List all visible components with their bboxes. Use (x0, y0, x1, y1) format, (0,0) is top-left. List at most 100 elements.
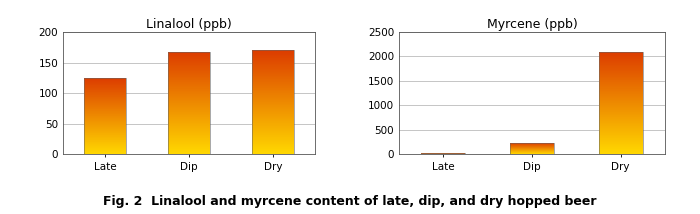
Bar (598, 123, 643, 124)
Bar (84, 133, 126, 134)
Bar (84, 125, 126, 126)
Bar (598, 136, 643, 137)
Bar (598, 143, 643, 144)
Bar (252, 62, 294, 63)
Bar (84, 123, 126, 124)
Bar (252, 150, 294, 151)
Title: Myrcene (ppb): Myrcene (ppb) (486, 18, 578, 31)
Bar (598, 135, 643, 136)
Bar (598, 101, 643, 102)
Bar (252, 106, 294, 107)
Bar (84, 93, 126, 94)
Bar (168, 126, 210, 127)
Bar (598, 102, 643, 103)
Bar (252, 112, 294, 113)
Bar (168, 79, 210, 80)
Bar (598, 63, 643, 64)
Bar (252, 143, 294, 144)
Bar (168, 99, 210, 100)
Bar (598, 99, 643, 100)
Bar (252, 120, 294, 121)
Bar (168, 76, 210, 77)
Bar (252, 144, 294, 145)
Bar (252, 107, 294, 108)
Bar (252, 53, 294, 54)
Bar (168, 92, 210, 93)
Bar (84, 84, 126, 85)
Bar (252, 52, 294, 53)
Bar (168, 67, 210, 68)
Bar (168, 133, 210, 134)
Bar (168, 152, 210, 153)
Bar (598, 71, 643, 72)
Bar (252, 75, 294, 76)
Bar (252, 109, 294, 110)
Bar (84, 145, 126, 146)
Bar (252, 121, 294, 122)
Bar (252, 99, 294, 100)
Bar (168, 137, 210, 138)
Bar (598, 88, 643, 89)
Bar (168, 135, 210, 136)
Bar (252, 149, 294, 150)
Bar (252, 118, 294, 119)
Bar (252, 63, 294, 64)
Bar (168, 111, 210, 112)
Bar (252, 108, 294, 109)
Bar (84, 142, 126, 143)
Bar (598, 62, 643, 63)
Bar (252, 94, 294, 95)
Bar (598, 137, 643, 138)
Bar (598, 108, 643, 109)
Bar (84, 131, 126, 132)
Bar (598, 107, 643, 108)
Bar (252, 60, 294, 61)
Bar (168, 69, 210, 70)
Bar (84, 117, 126, 118)
Bar (84, 80, 126, 81)
Bar (598, 142, 643, 143)
Bar (168, 65, 210, 66)
Bar (252, 124, 294, 125)
Bar (168, 62, 210, 63)
Bar (168, 98, 210, 99)
Bar (598, 110, 643, 111)
Bar (84, 137, 126, 138)
Bar (598, 87, 643, 88)
Bar (84, 82, 126, 83)
Bar (598, 73, 643, 74)
Bar (252, 57, 294, 58)
Bar (598, 119, 643, 120)
Bar (168, 145, 210, 146)
Bar (598, 120, 643, 121)
Bar (84, 113, 126, 114)
Bar (84, 123, 126, 124)
Bar (84, 138, 126, 139)
Bar (598, 151, 643, 152)
Bar (168, 74, 210, 75)
Bar (252, 92, 294, 93)
Bar (168, 103, 210, 104)
Bar (598, 113, 643, 114)
Bar (598, 52, 643, 53)
Bar (168, 102, 210, 103)
Bar (252, 138, 294, 139)
Bar (84, 111, 126, 112)
Bar (168, 70, 210, 71)
Bar (598, 124, 643, 125)
Bar (598, 153, 643, 154)
Bar (252, 96, 294, 97)
Bar (84, 144, 126, 145)
Bar (168, 138, 210, 139)
Bar (168, 139, 210, 140)
Bar (168, 59, 210, 60)
Bar (84, 143, 126, 144)
Bar (168, 80, 210, 81)
Bar (598, 80, 643, 81)
Bar (168, 122, 210, 123)
Bar (598, 109, 643, 110)
Bar (598, 79, 643, 80)
Bar (168, 53, 210, 54)
Bar (168, 115, 210, 116)
Bar (168, 86, 210, 87)
